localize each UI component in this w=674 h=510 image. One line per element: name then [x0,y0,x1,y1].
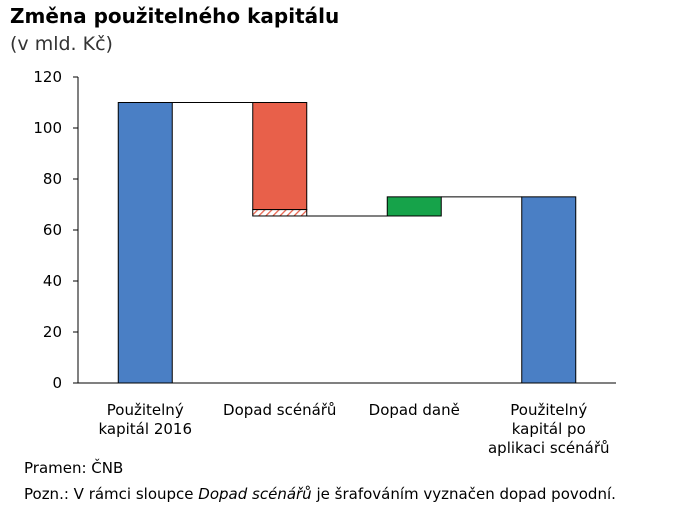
y-tick-label: 120 [33,68,62,86]
x-category-label-line: Použitelný [510,401,588,419]
bar-total [521,196,577,384]
y-tick-label: 20 [43,323,62,341]
bar-increase [386,196,442,217]
bar-total [117,102,173,384]
x-category-label: Dopad daně [344,401,484,420]
footnote: Pozn.: V rámci sloupce Dopad scénářů je … [24,485,616,503]
source-note: Pramen: ČNB [24,459,124,477]
footnote-suffix: je šrafováním vyznačen dopad povodní. [316,485,616,503]
y-tick-label: 0 [52,374,62,392]
x-category-label-line: Dopad scénářů [223,401,337,419]
footnote-italic: Dopad scénářů [198,485,312,503]
x-category-label-line: kapitál 2016 [98,420,193,438]
y-tick-label: 80 [43,170,62,188]
y-tick-label: 60 [43,221,62,239]
bar-decrease [252,102,308,211]
chart-title: Změna použitelného kapitálu [10,4,340,28]
x-category-label-line: aplikaci scénářů [487,439,610,457]
y-tick-label: 40 [43,272,62,290]
x-category-label: Použitelný kapitál 2016 [75,401,215,439]
x-category-label: Použitelný kapitál po aplikaci scénářů [479,401,619,458]
x-category-label-line: kapitál po [511,420,586,438]
x-category-label-line: Dopad daně [368,401,460,419]
y-tick-label: 100 [33,119,62,137]
bar-hatched-flood [252,209,308,217]
footnote-prefix: Pozn.: V rámci sloupce [24,485,194,503]
x-category-label: Dopad scénářů [210,401,350,420]
x-category-label-line: Použitelný [106,401,184,419]
chart-subtitle: (v mld. Kč) [10,33,113,55]
